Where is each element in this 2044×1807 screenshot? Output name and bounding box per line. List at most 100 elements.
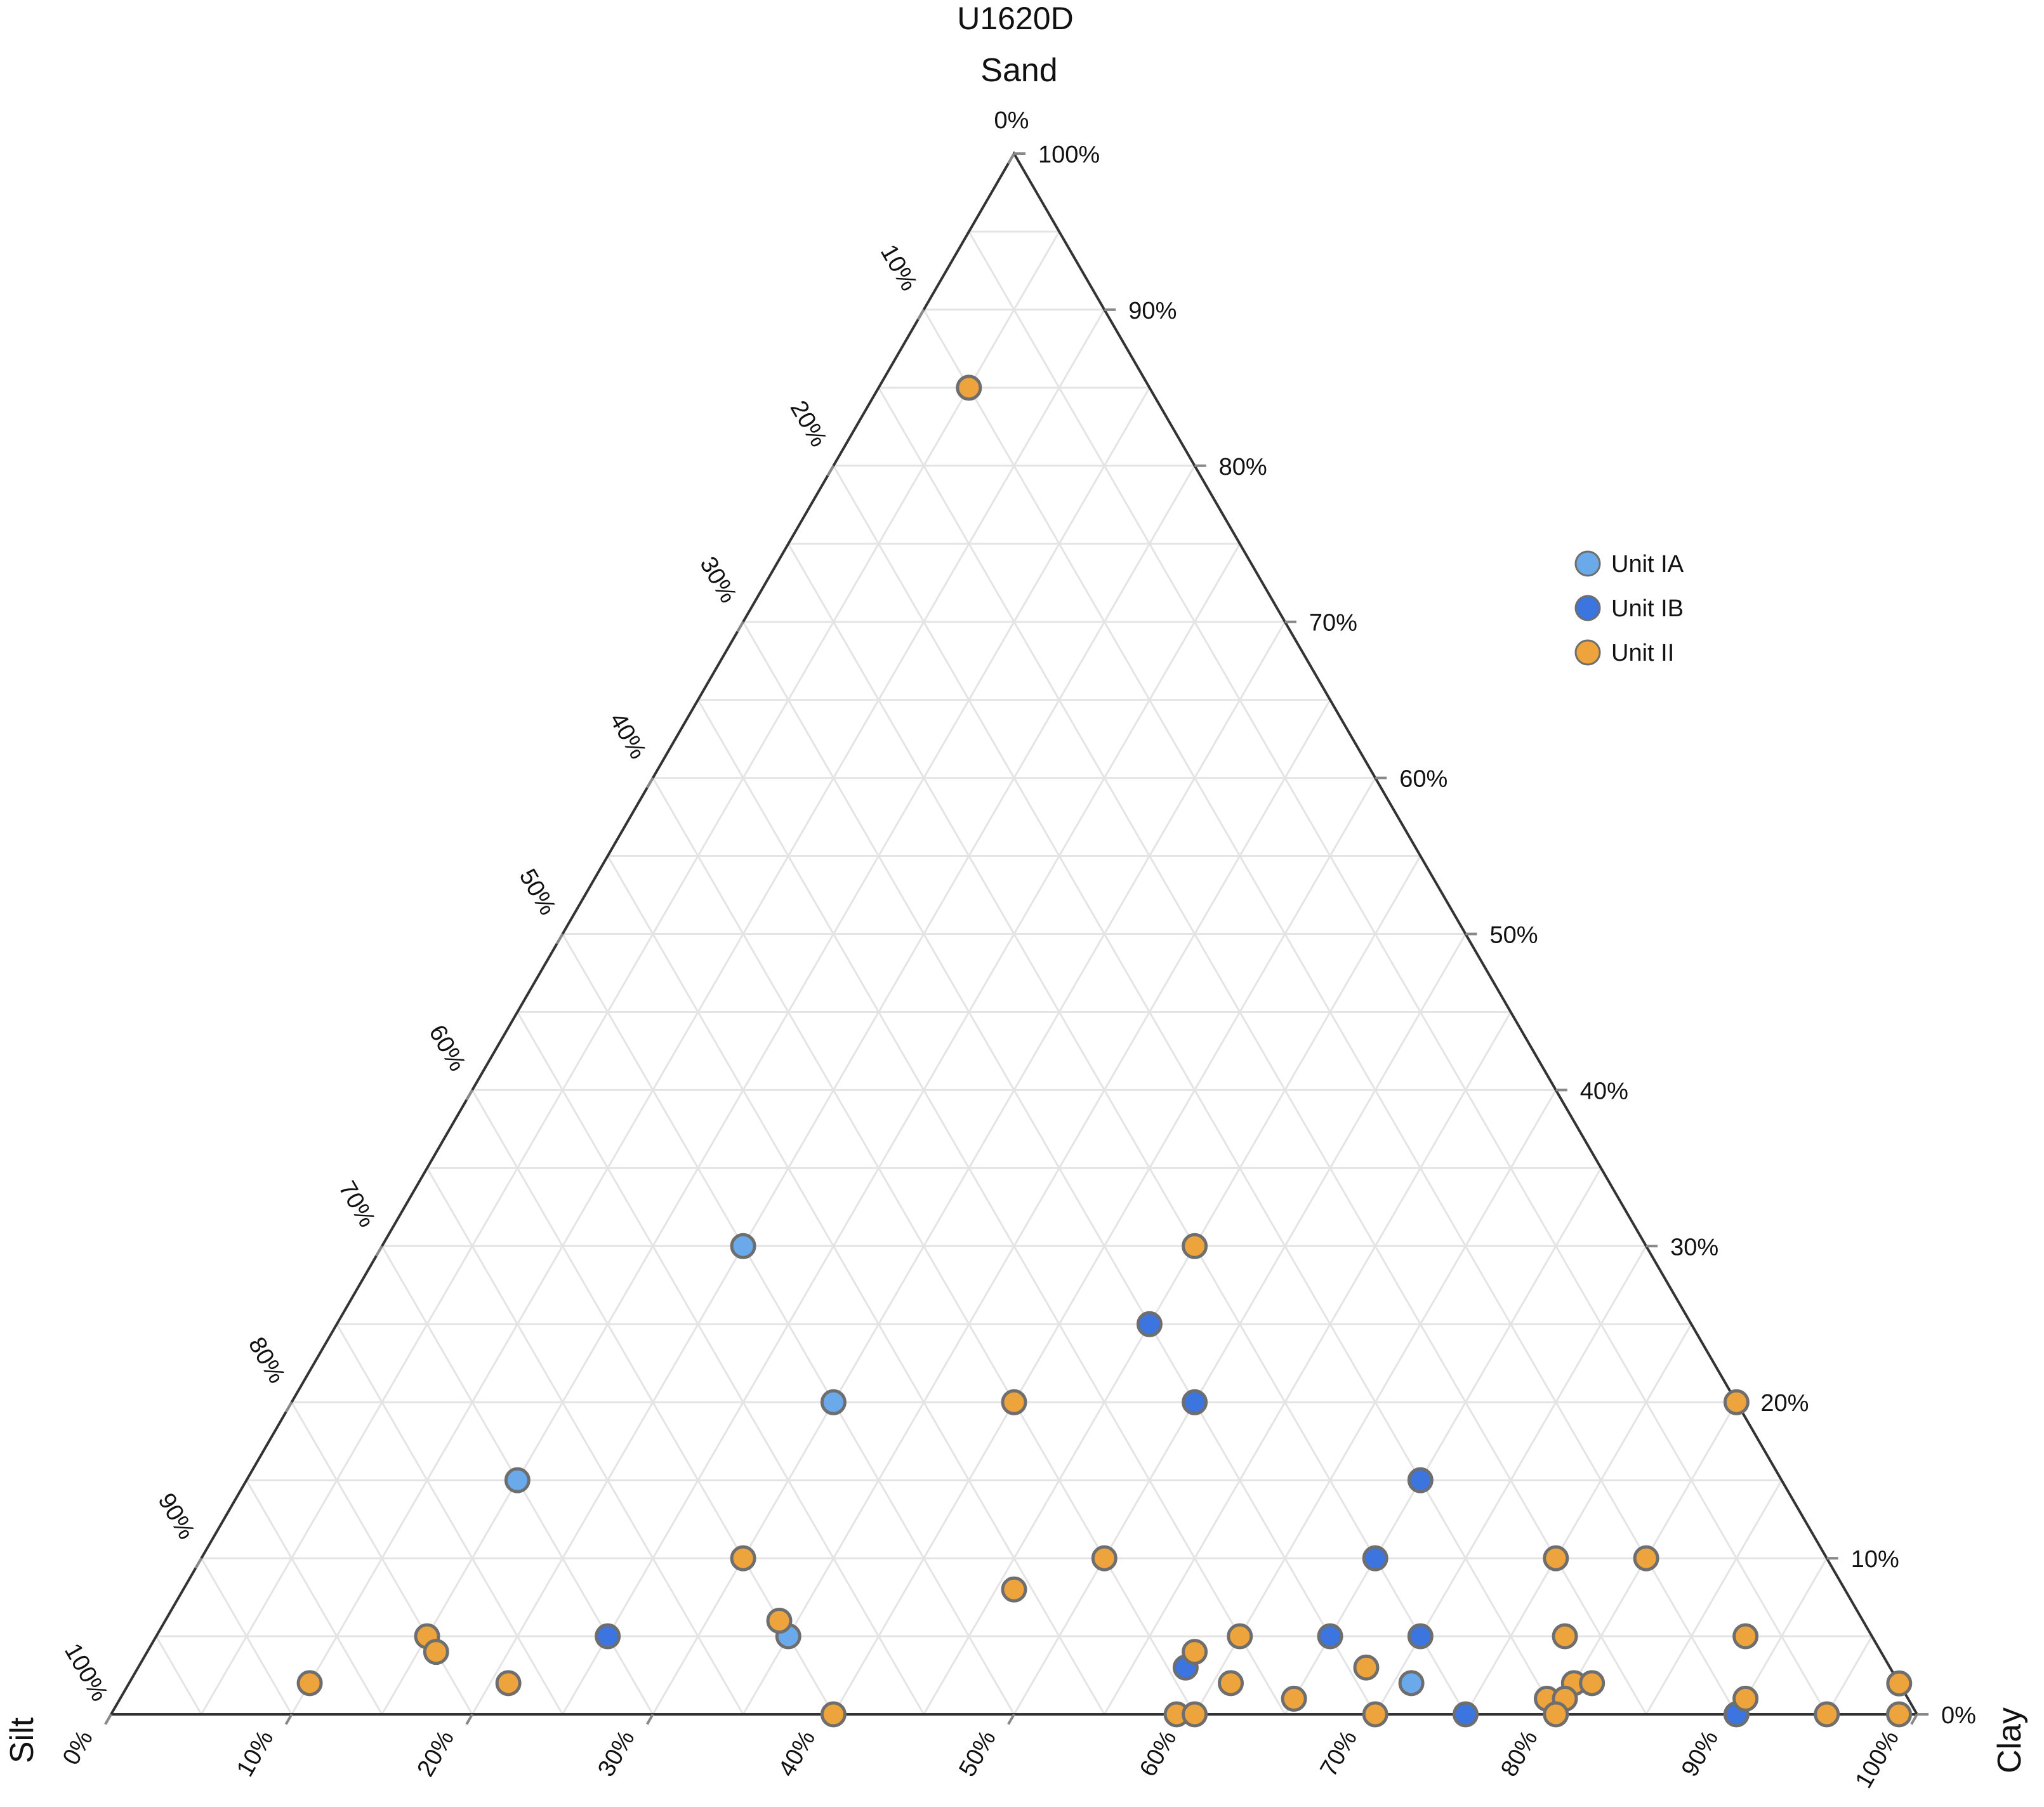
bottom-tick-1: [284, 1713, 293, 1725]
grid-line-clay-5: [201, 231, 1060, 1715]
data-point-unit-ii-32: [1814, 1701, 1840, 1728]
left-tick-1: [916, 308, 925, 321]
grid-line-silt-55: [517, 1011, 925, 1715]
left-tick-label-9: 90%: [152, 1489, 199, 1544]
grid-line-silt-50: [562, 933, 1015, 1715]
data-point-unit-ia-0: [730, 1233, 756, 1259]
bottom-tick-label-2: 20%: [412, 1726, 459, 1782]
bottom-tick-0: [104, 1713, 112, 1725]
data-point-unit-ii-29: [1182, 1701, 1208, 1728]
grid-line-clay-35: [742, 699, 1331, 1715]
data-point-unit-ia-4: [1398, 1670, 1425, 1697]
bottom-tick-label-4: 40%: [774, 1726, 821, 1782]
right-tick-label-5: 50%: [1490, 922, 1538, 949]
axis-name-silt: Silt: [4, 1717, 41, 1763]
series-unit-ib: [595, 1311, 1750, 1728]
data-point-unit-ii-7: [1633, 1545, 1659, 1572]
data-point-unit-ib-3: [1362, 1545, 1388, 1572]
data-point-unit-ii-25: [1732, 1685, 1759, 1712]
grid-line-clay-95: [1826, 1636, 1873, 1715]
bottom-tick-label-10: 100%: [1850, 1726, 1904, 1793]
data-point-unit-ib-8: [1453, 1701, 1479, 1728]
data-point-unit-ii-21: [1579, 1670, 1606, 1697]
data-point-unit-ii-14: [423, 1639, 449, 1665]
left-tick-7: [375, 1245, 383, 1257]
data-point-unit-ii-6: [1543, 1545, 1569, 1572]
data-point-unit-ii-17: [296, 1670, 323, 1697]
data-point-unit-ia-2: [504, 1467, 531, 1493]
chart-title: U1620D: [957, 1, 1073, 36]
data-point-unit-ii-5: [1091, 1545, 1118, 1572]
data-point-unit-ib-4: [595, 1623, 621, 1650]
left-tick-label-10: 100%: [59, 1639, 113, 1705]
legend-swatch-unit-ii: [1574, 639, 1601, 666]
left-tick-label-6: 60%: [423, 1021, 470, 1076]
left-tick-label-1: 10%: [875, 240, 922, 295]
legend-swatch-unit-ia: [1574, 550, 1601, 577]
grid-line-clay-85: [1645, 1479, 1783, 1715]
left-tick-4: [646, 777, 654, 789]
data-point-unit-ia-1: [820, 1389, 847, 1415]
legend-swatch-unit-ib: [1574, 595, 1601, 621]
grid-line-clay-25: [562, 543, 1241, 1715]
right-tick-label-7: 30%: [1670, 1234, 1718, 1261]
data-point-unit-ii-26: [1886, 1670, 1913, 1697]
grid-line-clay-50: [1013, 933, 1467, 1715]
data-point-unit-ii-19: [1218, 1670, 1244, 1697]
legend: Unit IA Unit IB Unit II: [1574, 550, 1684, 666]
bottom-tick-2: [465, 1713, 473, 1725]
bottom-tick-10: [1910, 1713, 1918, 1725]
bottom-tick-label-7: 70%: [1315, 1726, 1362, 1782]
grid: [155, 230, 1873, 1715]
legend-label-unit-ii: Unit II: [1611, 640, 1674, 666]
axis-ticks: 100% 90% 80% 70% 60% 50% 40% 30% 20% 10% 0% 0% 10% 20…: [58, 107, 1976, 1793]
right-tick-label-9: 10%: [1851, 1546, 1899, 1573]
left-tick-6: [465, 1089, 473, 1101]
left-tick-8: [284, 1401, 293, 1413]
data-point-unit-ii-15: [1182, 1639, 1208, 1665]
grid-line-silt-85: [246, 1479, 383, 1715]
left-tick-label-2: 20%: [785, 396, 832, 451]
bottom-tick-label-0: 0%: [58, 1726, 98, 1770]
data-point-unit-ii-12: [1552, 1623, 1578, 1650]
series-unit-ia: [504, 1233, 1425, 1697]
left-tick-label-7: 70%: [333, 1177, 380, 1232]
grid-line-clay-55: [1104, 1011, 1512, 1715]
right-tick-label-0: 100%: [1038, 142, 1100, 168]
legend-label-unit-ib: Unit IB: [1611, 595, 1684, 622]
bottom-tick-label-8: 80%: [1496, 1726, 1543, 1782]
data-point-unit-ib-6: [1407, 1623, 1434, 1650]
bottom-tick-label-5: 50%: [954, 1726, 1001, 1782]
grid-line-silt-5: [968, 231, 1828, 1715]
right-tick-label-1: 90%: [1128, 298, 1177, 324]
data-point-unit-ii-33: [1886, 1701, 1913, 1728]
grid-line-silt-35: [697, 699, 1286, 1715]
left-tick-5: [555, 933, 564, 945]
data-point-unit-ii-31: [1543, 1701, 1569, 1728]
left-tick-label-0: 0%: [994, 107, 1029, 134]
grid-line-silt-65: [426, 1167, 744, 1715]
data-point-unit-ii-4: [730, 1545, 756, 1572]
left-tick-9: [194, 1558, 203, 1569]
grid-line-clay-45: [923, 855, 1421, 1715]
grid-line-silt-75: [336, 1323, 564, 1715]
left-tick-label-4: 40%: [604, 708, 651, 764]
data-point-unit-ib-5: [1317, 1623, 1343, 1650]
data-point-unit-ii-18: [495, 1670, 522, 1697]
right-tick-label-2: 80%: [1219, 454, 1267, 480]
grid-line-clay-75: [1465, 1323, 1692, 1715]
right-tick-label-8: 20%: [1760, 1390, 1809, 1417]
grid-line-silt-45: [607, 855, 1105, 1715]
bottom-tick-5: [1007, 1713, 1015, 1725]
left-tick-2: [826, 465, 835, 477]
left-tick-label-8: 80%: [243, 1333, 290, 1388]
right-tick-label-6: 40%: [1580, 1078, 1628, 1104]
data-point-unit-ii-11: [1227, 1623, 1253, 1650]
data-point-unit-ii-27: [820, 1701, 847, 1728]
left-tick-label-5: 50%: [514, 864, 561, 920]
grid-line-silt-90: [201, 1558, 293, 1715]
data-point-unit-ii-30: [1362, 1701, 1388, 1728]
data-point-unit-ii-22: [1281, 1685, 1307, 1712]
series-unit-ii: [296, 374, 1913, 1728]
bottom-tick-3: [646, 1713, 654, 1725]
